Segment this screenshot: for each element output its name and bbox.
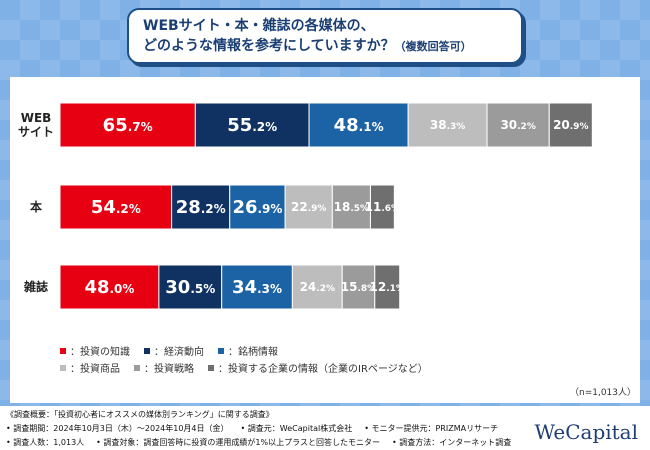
footer-item: • 調査方法：インターネット調査 [391, 438, 512, 447]
bar-segment [59, 264, 160, 310]
bar-segment [59, 184, 173, 230]
legend-swatch [208, 364, 214, 371]
legend-label: 投資の知識 [80, 347, 130, 358]
footer-item: • 調査人数：1,013人 [6, 438, 85, 447]
data-label: 30.5% [165, 277, 215, 298]
stacked-bar-chart: WEB サイト 65.7% 55.2% 48.1% 38.3% 30.2% 20.9% 本 54.… [18, 102, 593, 310]
legend-separator: ： [228, 347, 238, 358]
legend-label: 投資商品 [80, 364, 120, 375]
data-label: 34.3% [232, 277, 282, 298]
legend-label: 経済動向 [164, 347, 204, 358]
legend-item: ：投資の知識 [60, 343, 130, 358]
bar-segment [308, 102, 409, 148]
legend-swatch [218, 347, 224, 354]
legend-row: ：投資商品：投資戦略：投資する企業の情報（企業のIRページなど） [60, 359, 620, 376]
bar-segment [158, 264, 223, 310]
footer-line3: • 調査人数：1,013人 • 調査対象：調査回答時に投資の運用成績が1%以上プラ… [6, 437, 523, 448]
bar-segment [221, 264, 293, 310]
bar-segment [59, 102, 196, 148]
data-label: 26.9% [232, 197, 282, 218]
legend-item: ：銘柄情報 [218, 343, 278, 358]
legend-swatch [60, 364, 66, 371]
legend-row: ：投資の知識：経済動向：銘柄情報 [60, 342, 620, 359]
footer-item: • 調査対象：調査回答時に投資の運用成績が1%以上プラスと回答したモニター [96, 438, 380, 447]
data-label: 15.8% [341, 280, 376, 294]
footer-item: • モニター提供元：PRIZMAリサーチ [364, 424, 499, 433]
category-label: 雑誌 [23, 279, 48, 294]
legend-swatch [134, 364, 140, 371]
footer: 《調査概要：「投資初心者にオススメの媒体別ランキング」に関する調査》 • 調査期… [0, 406, 650, 450]
footer-survey-title: 《調査概要：「投資初心者にオススメの媒体別ランキング」に関する調査》 [6, 410, 274, 419]
data-label: 65.7% [103, 115, 153, 136]
bar-segment [548, 102, 593, 148]
chart-title-note: （複数回答可） [394, 39, 472, 53]
wecapital-logo: WeCapital [534, 420, 638, 444]
bar-segment [291, 264, 343, 310]
legend-item: ：投資する企業の情報（企業のIRページなど） [208, 360, 428, 375]
bar-segment [374, 264, 401, 310]
chart-title-line1: WEBサイト・本・雑誌の各媒体の、 [143, 17, 375, 34]
category-label: 本 [30, 199, 42, 214]
legend-separator: ： [70, 347, 80, 358]
legend-separator: ： [70, 364, 80, 375]
legend-label: 投資する企業の情報（企業のIRページなど） [228, 364, 428, 375]
footer-item: • 調査元：WeCapital株式会社 [240, 424, 353, 433]
legend: ：投資の知識：経済動向：銘柄情報：投資商品：投資戦略：投資する企業の情報（企業の… [60, 342, 620, 376]
legend-label: 銘柄情報 [238, 347, 278, 358]
data-label: 12.1% [370, 280, 405, 294]
footer-line2: • 調査期間：2024年10月3日（木）〜2024年10月4日（金） • 調査元：… [6, 423, 510, 434]
legend-swatch [60, 347, 66, 354]
data-label: 22.9% [291, 200, 326, 214]
bar-segment [341, 264, 376, 310]
bar-segment [171, 184, 231, 230]
data-label: 38.3% [430, 118, 465, 132]
legend-label: 投資戦略 [154, 364, 194, 375]
category-label: WEB サイト [18, 111, 54, 139]
bar-segment [284, 184, 333, 230]
chart-panel: WEB サイト 65.7% 55.2% 48.1% 38.3% 30.2% 20.9% 本 54.… [10, 77, 640, 403]
data-label: 54.2% [91, 197, 141, 218]
bar-segment [369, 184, 395, 230]
legend-separator: ： [218, 364, 228, 375]
data-label: 18.5% [334, 200, 369, 214]
footer-item: • 調査期間：2024年10月3日（木）〜2024年10月4日（金） [6, 424, 229, 433]
data-label: 30.2% [500, 118, 535, 132]
data-label: 24.2% [300, 280, 335, 294]
data-label: 11.6% [365, 200, 400, 214]
title-box: WEBサイト・本・雑誌の各媒体の、 どのような情報を参考にしていますか？（複数回… [127, 8, 523, 64]
data-label: 20.9% [553, 118, 588, 132]
legend-item: ：投資戦略 [134, 360, 194, 375]
legend-item: ：経済動向 [144, 343, 204, 358]
bar-segment [407, 102, 488, 148]
chart-title-question: どのような情報を参考にしていますか？ [143, 37, 395, 54]
legend-swatch [144, 347, 150, 354]
legend-separator: ： [154, 347, 164, 358]
data-label: 55.2% [227, 115, 277, 136]
chart-title-line2: どのような情報を参考にしていますか？（複数回答可） [143, 36, 521, 57]
legend-separator: ： [144, 364, 154, 375]
data-label: 48.1% [334, 115, 384, 136]
data-label: 48.0% [84, 277, 134, 298]
legend-item: ：投資商品 [60, 360, 120, 375]
bar-segment [486, 102, 550, 148]
sample-size-note: （n=1,013人） [569, 388, 636, 398]
data-label: 28.2% [176, 197, 226, 218]
bar-segment [331, 184, 371, 230]
